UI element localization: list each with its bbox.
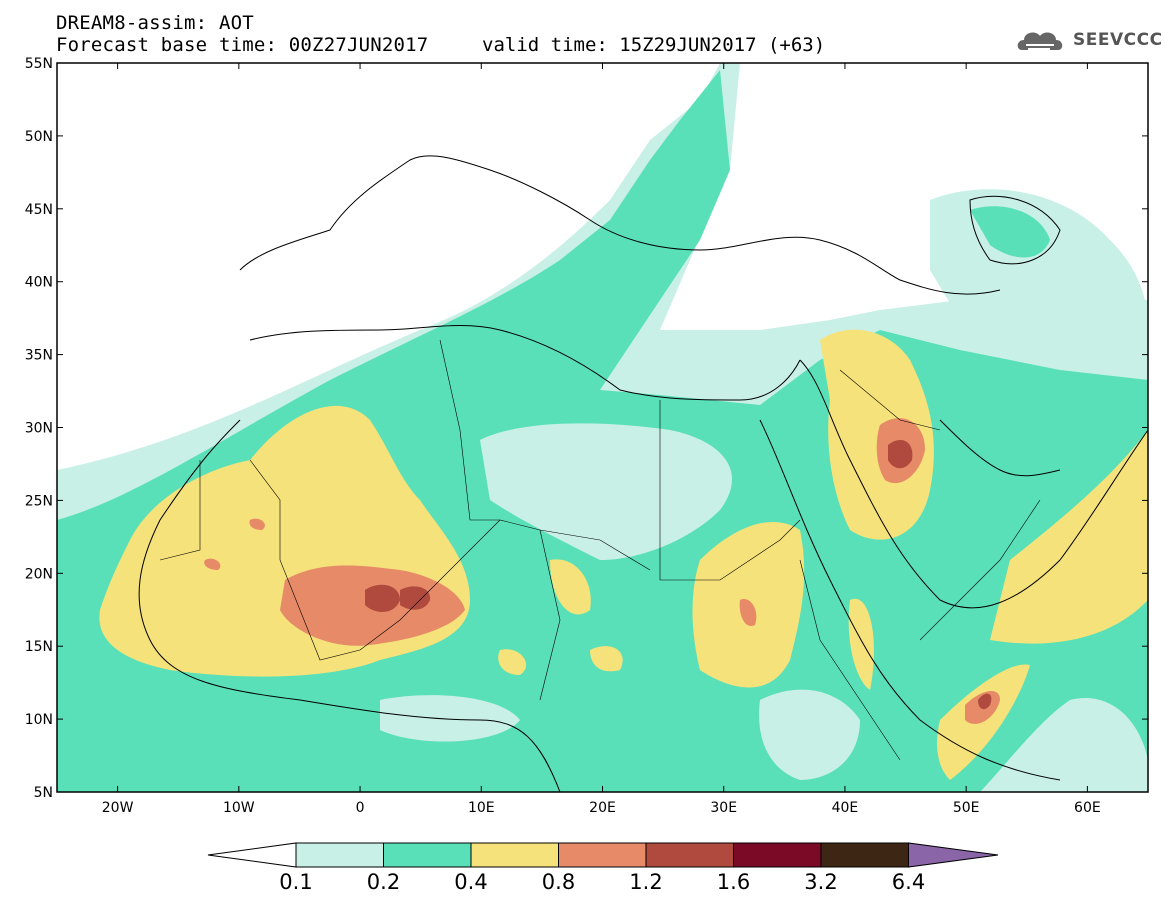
coastlines <box>138 155 1148 792</box>
lon-tick-label: 30E <box>710 800 737 816</box>
aot-band-1.2 <box>888 440 913 469</box>
lat-tick-label: 15N <box>25 639 53 655</box>
aot-band-0.4 <box>990 430 1148 644</box>
lon-tick-label: 0 <box>356 800 365 816</box>
lat-tick-label: 30N <box>25 421 53 437</box>
valid-time: valid time: 15Z29JUN2017 (+63) <box>482 34 826 56</box>
colorbar-label: 0.2 <box>366 870 401 894</box>
lat-tick-label: 55N <box>25 56 53 72</box>
cloud-icon <box>1017 32 1063 50</box>
colorbar-label: 0.1 <box>279 870 313 894</box>
aot-contours <box>57 63 1148 792</box>
aot-band-0.1 <box>480 423 732 560</box>
forecast-base-time: Forecast base time: 00Z27JUN2017 <box>56 34 429 56</box>
aot-band-1.2 <box>978 693 992 710</box>
lon-tick-label: 40E <box>832 800 859 816</box>
aot-band-0.1 <box>380 695 520 742</box>
logo-text: SEEVCCC <box>1073 30 1163 50</box>
colorbar-label: 0.8 <box>541 870 576 894</box>
lat-tick-label: 35N <box>25 348 53 364</box>
lat-tick-label: 10N <box>25 712 53 728</box>
lat-tick-label: 45N <box>25 202 53 218</box>
aot-band-0.4 <box>498 649 527 675</box>
lat-tick-label: 40N <box>25 275 53 291</box>
aot-band-0.8 <box>204 558 221 570</box>
lat-tick-label: 5N <box>34 785 53 801</box>
colorbar-label: 0.4 <box>454 870 488 894</box>
lat-tick-label: 20N <box>25 566 53 582</box>
latitude-axis: 55N 50N 45N 40N 35N 30N 25N 20N 15N 10N 5N <box>25 56 1148 801</box>
lon-tick-label: 10W <box>223 800 255 816</box>
aot-band-0.1 <box>759 689 860 780</box>
lat-tick-label: 25N <box>25 493 53 509</box>
borders <box>159 339 1041 761</box>
lon-tick-label: 50E <box>953 800 980 816</box>
aot-band-0.4 <box>937 664 1030 780</box>
lon-tick-label: 20E <box>589 800 616 816</box>
aot-band-0.8 <box>739 599 757 626</box>
colorbar-label: 6.4 <box>891 870 926 894</box>
colorbar-label: 1.6 <box>716 870 751 894</box>
longitude-axis: 20W 10W 0 10E 20E 30E 40E 50E 60E <box>102 63 1101 816</box>
aot-band-1.2 <box>365 584 400 612</box>
lon-tick-label: 60E <box>1074 800 1101 816</box>
aot-band-0.4 <box>848 598 874 690</box>
aot-band-0.1 <box>980 698 1148 792</box>
map-title: DREAM8-assim: AOT <box>56 12 254 34</box>
aot-band-1.2 <box>400 586 431 610</box>
aot-band-0.4 <box>590 646 623 672</box>
aot-band-0.8 <box>249 518 265 530</box>
aot-band-0.2 <box>970 206 1050 258</box>
lon-tick-label: 20W <box>102 800 134 816</box>
lon-tick-label: 10E <box>468 800 495 816</box>
lat-tick-label: 50N <box>25 129 53 145</box>
colorbar-label: 3.2 <box>804 870 838 894</box>
aot-band-0.4 <box>820 329 934 540</box>
aot-band-0.4 <box>550 559 591 615</box>
colorbar-label: 1.2 <box>629 870 663 894</box>
